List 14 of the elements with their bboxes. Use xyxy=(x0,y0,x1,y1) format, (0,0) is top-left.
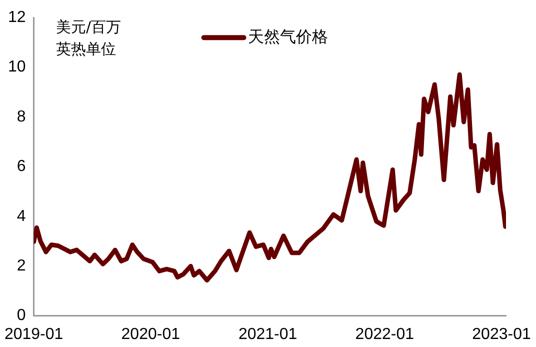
y-tick-label: 4 xyxy=(16,208,26,225)
x-tick-label: 2020-01 xyxy=(121,326,180,343)
y-tick-label: 0 xyxy=(16,307,26,324)
y-tick-label: 8 xyxy=(16,108,26,126)
y-tick-label: 6 xyxy=(16,158,26,176)
legend-label: 天然气价格 xyxy=(248,29,328,46)
y-axis-title: 美元/百万英热单位 xyxy=(56,17,122,60)
y-tick-label: 10 xyxy=(8,58,26,76)
x-tick-label: 2019-01 xyxy=(4,326,64,343)
y-tick-label: 12 xyxy=(8,9,26,26)
y-tick-label: 2 xyxy=(16,258,26,275)
x-tick-label: 2023-01 xyxy=(472,326,531,343)
x-tick-label: 2022-01 xyxy=(355,326,414,343)
x-tick-label: 2021-01 xyxy=(238,326,298,343)
